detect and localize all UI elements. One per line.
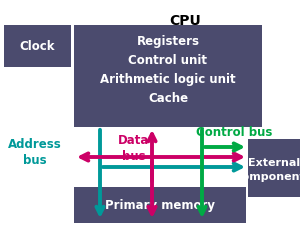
Text: Control bus: Control bus xyxy=(196,126,272,139)
Text: Address
bus: Address bus xyxy=(8,138,62,167)
FancyBboxPatch shape xyxy=(74,187,246,223)
FancyBboxPatch shape xyxy=(4,26,71,68)
FancyBboxPatch shape xyxy=(74,26,262,127)
Text: External
components: External components xyxy=(236,158,304,181)
FancyBboxPatch shape xyxy=(248,139,300,197)
Text: Primary memory: Primary memory xyxy=(105,199,215,212)
Text: CPU: CPU xyxy=(169,14,201,28)
Text: Clock: Clock xyxy=(19,40,55,53)
Text: Data
bus: Data bus xyxy=(118,133,150,162)
Text: Registers
Control unit
Arithmetic logic unit
Cache: Registers Control unit Arithmetic logic … xyxy=(100,35,236,105)
